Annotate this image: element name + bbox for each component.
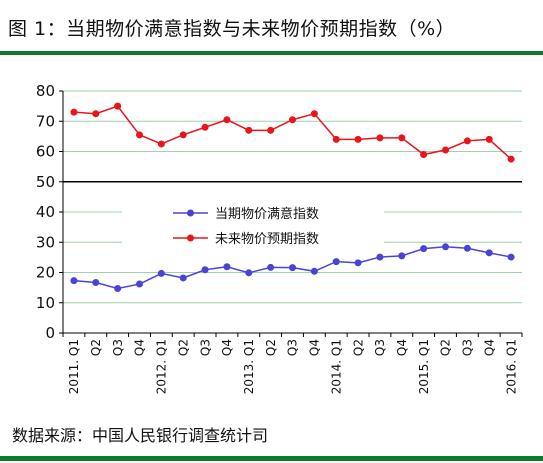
- data-point-s0: [463, 244, 471, 252]
- data-point-s1: [507, 155, 515, 163]
- x-tick-label: Q2: [89, 339, 103, 356]
- x-tick-label: Q4: [482, 339, 496, 356]
- y-tick-label: 60: [36, 143, 55, 161]
- x-tick-label: Q3: [461, 339, 475, 356]
- legend-label-expect: 未来物价预期指数: [215, 232, 319, 247]
- y-tick-label: 30: [36, 233, 55, 251]
- data-point-s0: [289, 264, 296, 272]
- x-tick-label: 2014. Q1: [329, 339, 343, 394]
- data-point-s0: [420, 245, 428, 253]
- data-point-s1: [332, 135, 340, 143]
- data-point-s1: [289, 116, 296, 124]
- y-tick-label: 80: [36, 82, 55, 100]
- data-source: 数据来源：中国人民银行调查统计司: [12, 426, 269, 445]
- axes: [59, 90, 523, 337]
- y-tick-label: 0: [45, 324, 55, 342]
- data-point-s1: [70, 108, 78, 116]
- data-point-s0: [114, 285, 122, 293]
- data-point-s1: [442, 146, 449, 154]
- legend: 当期物价满意指数 未来物价预期指数: [173, 206, 319, 247]
- top-rule: [0, 51, 543, 55]
- x-tick-label: Q3: [111, 339, 125, 356]
- x-tick-label: Q2: [351, 339, 365, 356]
- x-tick-label: Q3: [373, 339, 387, 356]
- data-point-s1: [114, 102, 122, 110]
- y-tick-labels: 0 10 20 30 40 50 60 70 80: [36, 82, 55, 342]
- x-tick-label: 2011. Q1: [67, 339, 81, 394]
- data-point-s0: [485, 249, 493, 257]
- x-tick-label: 2015. Q1: [417, 339, 431, 394]
- bottom-rule: [0, 456, 543, 461]
- legend-label-current: 当期物价满意指数: [215, 206, 319, 222]
- figure-title: 图 1：当期物价满意指数与未来物价预期指数（%）: [8, 18, 456, 40]
- x-tick-label: Q4: [133, 339, 147, 356]
- data-point-s1: [310, 110, 318, 118]
- data-point-s0: [179, 274, 187, 282]
- data-point-s1: [463, 137, 471, 145]
- data-point-s0: [310, 267, 318, 275]
- data-point-s1: [223, 116, 231, 124]
- data-point-s1: [376, 134, 384, 142]
- x-tick-label: Q4: [395, 339, 409, 356]
- legend-marker-expect: [187, 234, 194, 242]
- data-point-s1: [354, 135, 362, 143]
- data-point-s0: [157, 269, 165, 277]
- data-point-s0: [376, 253, 384, 261]
- legend-item-current: 当期物价满意指数: [173, 206, 319, 222]
- data-point-s0: [92, 278, 100, 286]
- data-point-s1: [179, 131, 187, 139]
- data-point-s0: [398, 252, 406, 260]
- data-point-s1: [420, 151, 428, 159]
- legend-item-expect: 未来物价预期指数: [173, 232, 319, 247]
- legend-background: [122, 199, 384, 253]
- data-point-s1: [398, 134, 406, 142]
- data-point-s0: [245, 269, 253, 277]
- y-tick-label: 10: [36, 294, 55, 312]
- data-point-s0: [442, 243, 449, 251]
- x-tick-label: Q4: [308, 339, 322, 356]
- data-point-s1: [201, 123, 209, 131]
- data-point-s0: [507, 253, 515, 261]
- x-tick-label: 2012. Q1: [155, 339, 169, 394]
- y-tick-label: 40: [36, 203, 55, 221]
- x-tick-label: 2013. Q1: [242, 339, 256, 394]
- data-point-s0: [201, 266, 209, 274]
- x-tick-label: Q2: [264, 339, 278, 356]
- x-tick-label: Q2: [439, 339, 453, 356]
- data-point-s1: [245, 126, 253, 134]
- data-point-s1: [136, 131, 143, 139]
- data-point-s1: [92, 110, 100, 118]
- legend-marker-current: [187, 209, 194, 217]
- data-point-s0: [354, 259, 362, 267]
- data-point-s0: [267, 263, 275, 271]
- x-tick-labels: 2011. Q1 Q2 Q3 Q4 2012. Q1 Q2 Q3 Q4 2013. Q1 Q2 Q3…: [67, 339, 518, 394]
- y-tick-label: 50: [36, 173, 55, 191]
- data-point-s1: [267, 126, 275, 134]
- y-tick-label: 70: [36, 112, 55, 130]
- data-point-s0: [223, 263, 231, 271]
- x-tick-label: Q3: [198, 339, 212, 356]
- data-point-s0: [70, 277, 78, 285]
- y-tick-label: 20: [36, 264, 55, 282]
- series: [70, 102, 515, 293]
- data-point-s1: [485, 135, 493, 143]
- x-tick-label: Q2: [176, 339, 190, 356]
- x-tick-label: Q4: [220, 339, 234, 356]
- x-tick-label: 2016. Q1: [504, 339, 518, 394]
- data-point-s0: [332, 258, 340, 266]
- x-tick-label: Q3: [286, 339, 300, 356]
- data-point-s1: [157, 140, 165, 148]
- data-point-s0: [136, 280, 143, 288]
